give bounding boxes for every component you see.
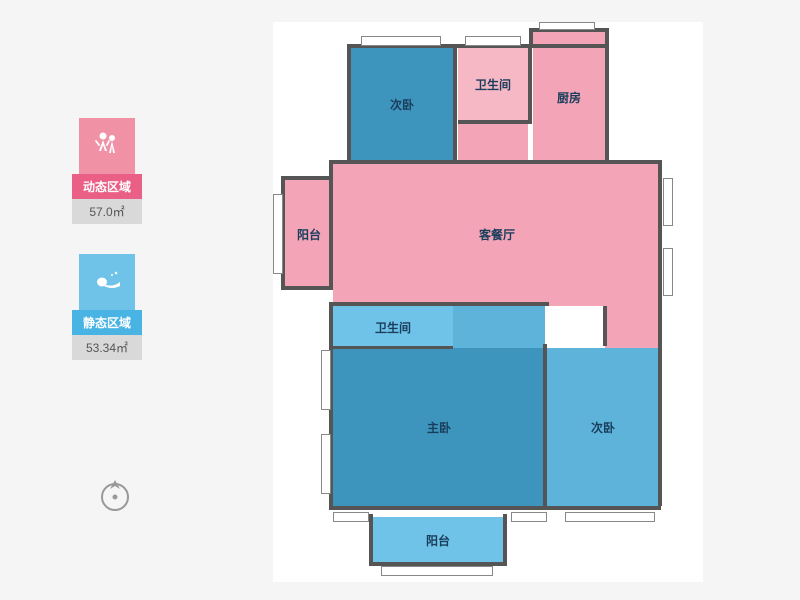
legend-dynamic-icon-box bbox=[79, 118, 135, 174]
legend-static: 静态区域 53.34㎡ bbox=[72, 254, 142, 360]
legend-static-title: 静态区域 bbox=[72, 310, 142, 335]
wall bbox=[281, 286, 333, 290]
wall bbox=[333, 160, 609, 164]
window bbox=[321, 350, 331, 410]
window bbox=[321, 434, 331, 494]
window bbox=[539, 22, 595, 30]
compass-icon bbox=[95, 475, 135, 515]
wall bbox=[369, 514, 373, 564]
wall bbox=[329, 346, 453, 349]
legend-panel: 动态区域 57.0㎡ 静态区域 53.34㎡ bbox=[72, 118, 142, 390]
window bbox=[511, 512, 547, 522]
wall bbox=[603, 306, 607, 346]
legend-dynamic-value: 57.0㎡ bbox=[72, 199, 142, 224]
wall bbox=[658, 160, 662, 506]
window bbox=[663, 178, 673, 226]
room-master: 主卧 bbox=[333, 348, 545, 506]
room-balcony-left: 阳台 bbox=[285, 180, 333, 288]
room-hall-under-bath bbox=[458, 122, 528, 162]
legend-static-value: 53.34㎡ bbox=[72, 335, 142, 360]
wall bbox=[281, 176, 333, 180]
window bbox=[465, 36, 521, 46]
window bbox=[663, 248, 673, 296]
room-corridor bbox=[453, 306, 545, 348]
wall bbox=[453, 44, 457, 162]
sleep-icon bbox=[92, 271, 122, 293]
legend-dynamic: 动态区域 57.0㎡ bbox=[72, 118, 142, 224]
room-living: 客餐厅 bbox=[333, 162, 661, 306]
wall bbox=[543, 344, 547, 508]
wall bbox=[347, 44, 351, 162]
window bbox=[333, 512, 369, 522]
wall bbox=[605, 160, 662, 164]
wall bbox=[503, 514, 507, 564]
wall bbox=[329, 302, 549, 306]
window bbox=[361, 36, 441, 46]
room-bathroom-top: 卫生间 bbox=[458, 48, 528, 120]
room-kitchen: 厨房 bbox=[533, 32, 605, 162]
legend-dynamic-title: 动态区域 bbox=[72, 174, 142, 199]
window bbox=[565, 512, 655, 522]
wall bbox=[458, 120, 532, 124]
window bbox=[273, 194, 283, 274]
floor-plan: 次卧卫生间厨房阳台客餐厅卫生间主卧次卧阳台 bbox=[273, 22, 703, 582]
wall bbox=[329, 506, 661, 510]
legend-static-icon-box bbox=[79, 254, 135, 310]
room-bedroom2-br: 次卧 bbox=[545, 348, 661, 506]
wall bbox=[605, 28, 609, 162]
people-icon bbox=[94, 131, 120, 161]
room-bedroom2-top: 次卧 bbox=[351, 48, 453, 160]
window bbox=[381, 566, 493, 576]
room-bathroom2: 卫生间 bbox=[333, 306, 453, 348]
room-balcony-bottom: 阳台 bbox=[373, 517, 503, 563]
wall bbox=[528, 44, 532, 122]
